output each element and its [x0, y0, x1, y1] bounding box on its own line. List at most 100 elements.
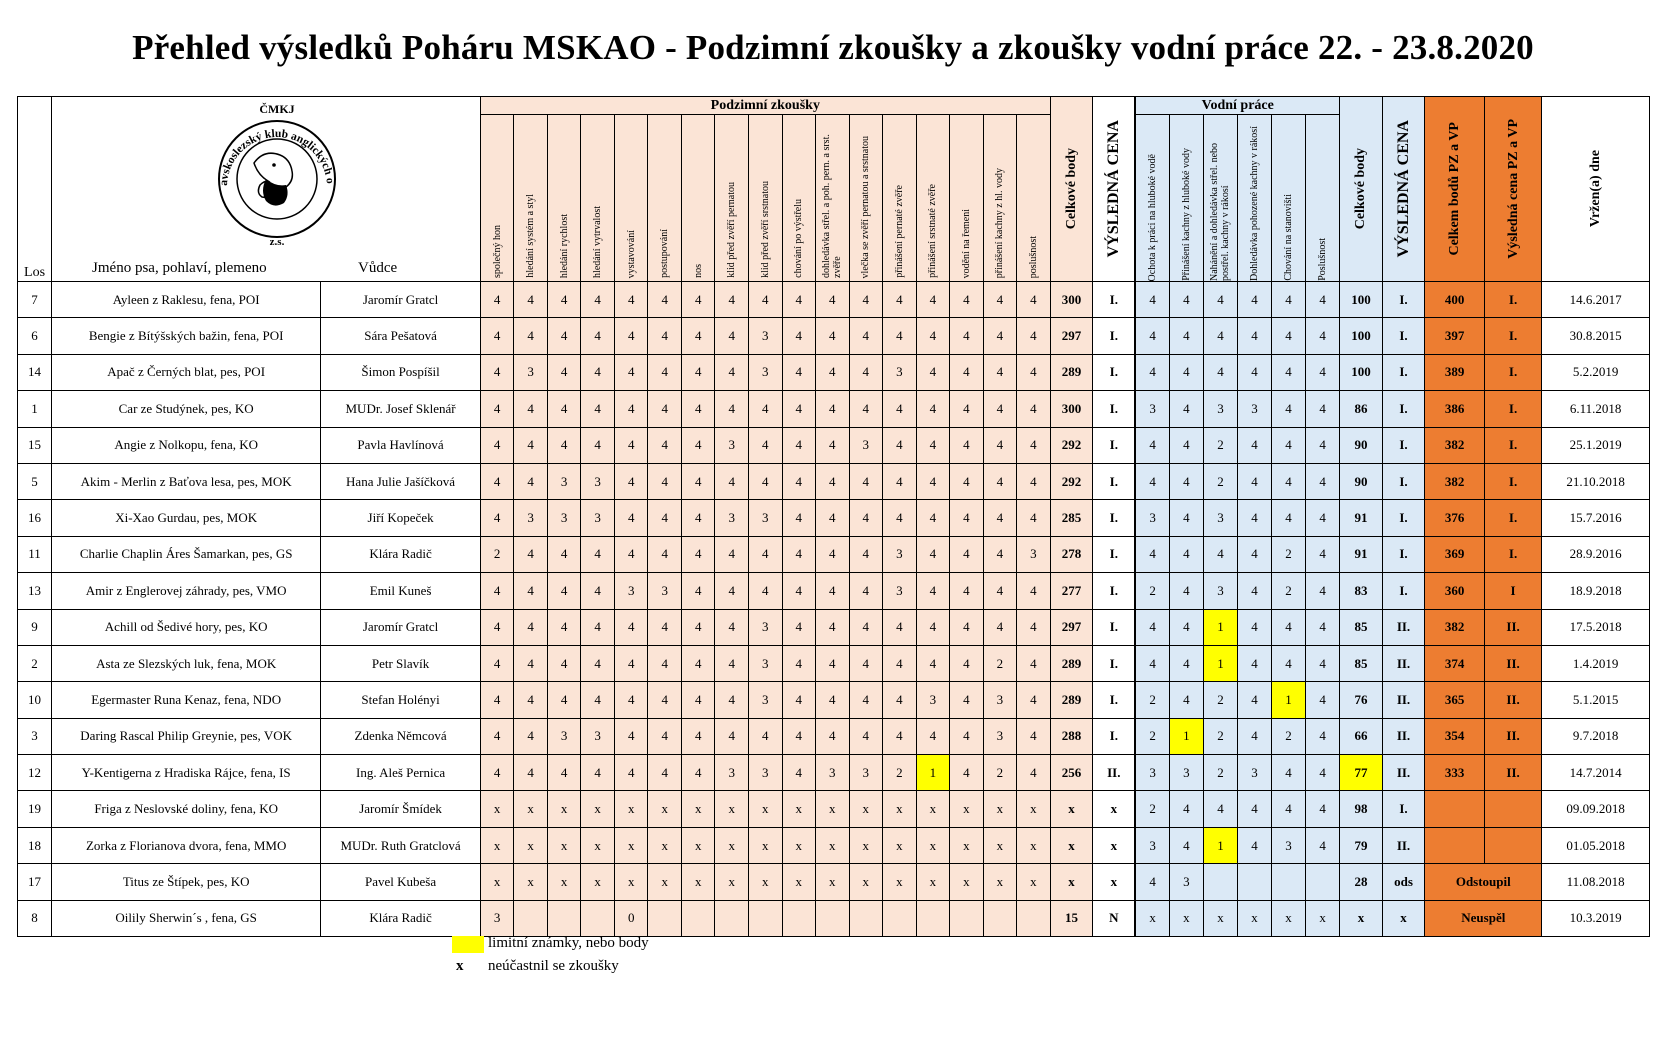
cell-pz-score: 4: [680, 462, 716, 501]
cell-pz-score: 3: [546, 717, 582, 756]
cell-pz-score: 4: [546, 572, 582, 610]
cell-vp-score: 4: [1305, 717, 1341, 756]
cell-vp-total: 28: [1339, 863, 1383, 901]
cell-pz-score: 4: [580, 754, 615, 792]
cell-pz-score: 4: [546, 535, 582, 574]
table-row: 10 Egermaster Runa Kenaz, fena, NDO Stefan…: [16, 681, 1650, 719]
cell-pz-score: x: [680, 790, 716, 828]
cell-los: 6: [16, 317, 53, 355]
cell-pz-score: x: [882, 826, 917, 865]
cell-pz-score: 3: [1016, 535, 1051, 574]
cell-vp-score: 4: [1168, 462, 1204, 501]
cell-pz-score: 3: [848, 754, 884, 792]
cell-pz-score: 3: [882, 535, 917, 574]
cell-sum: 382: [1424, 462, 1485, 501]
cell-pz-cena: x: [1092, 826, 1136, 865]
table-row: 2 Asta ze Slezských luk, fena, MOK Petr Sl…: [16, 644, 1650, 683]
header-vp-total: Celkové body: [1339, 96, 1383, 282]
cell-pz-score: 4: [781, 608, 817, 646]
cell-vp-score: 4: [1236, 572, 1273, 610]
cell-pz-score: 4: [647, 317, 682, 355]
cell-date: 11.08.2018: [1541, 863, 1650, 901]
cell-pz-score: x: [479, 863, 515, 901]
cell-pz-score: 4: [714, 572, 749, 610]
cell-pz-score: [915, 899, 951, 938]
cell-pz-score: 4: [479, 426, 515, 464]
cell-pz-score: 4: [513, 426, 548, 464]
cell-los: 9: [16, 608, 53, 646]
cell-vp-score: 4: [1271, 317, 1307, 355]
cell-pz-score: 3: [714, 426, 749, 464]
cell-pz-total: 292: [1049, 462, 1094, 501]
cell-sum: 374: [1424, 644, 1485, 683]
cell-vp-score: 2: [1202, 717, 1238, 756]
cell-vp-score: 4: [1134, 317, 1170, 355]
cell-pz-score: 4: [781, 681, 817, 719]
header-vp-group: Vodní práce: [1134, 95, 1341, 116]
cell-vp-score: 4: [1305, 644, 1341, 683]
cell-handler: Pavla Havlínová: [320, 426, 481, 464]
cell-pz-score: 4: [680, 317, 716, 355]
cell-pz-score: x: [647, 826, 682, 865]
cell-pz-cena: I.: [1092, 717, 1136, 756]
cell-sum-cena: [1483, 826, 1543, 865]
cell-vp-score: 4: [1271, 390, 1307, 428]
cell-vp-score: 4: [1305, 280, 1341, 319]
cell-pz-total: 285: [1049, 499, 1094, 537]
cell-pz-cena: I.: [1092, 681, 1136, 719]
cell-sum: 333: [1424, 754, 1485, 792]
cell-pz-total: 288: [1049, 717, 1094, 756]
cell-handler: Klára Radič: [320, 535, 481, 574]
cell-pz-score: 4: [1016, 754, 1051, 792]
cell-vp-total: 91: [1339, 535, 1383, 574]
header-row-groups: Los Moravskoslezský klub anglických ohař…: [16, 95, 1650, 282]
cell-vp-score: 4: [1305, 681, 1341, 719]
table-row: 13 Amir z Englerovej záhrady, pes, VMO Emi…: [16, 572, 1650, 610]
cell-vp-score: 4: [1168, 790, 1204, 828]
cell-pz-score: 4: [982, 572, 1018, 610]
cell-pz-score: 4: [580, 572, 615, 610]
cell-pz-score: 4: [714, 353, 749, 392]
cell-pz-cena: I.: [1092, 644, 1136, 683]
cell-vp-score: x: [1305, 899, 1341, 938]
header-pz-col-label: přinášení pernaté zvěře: [893, 185, 905, 278]
cell-pz-score: 4: [848, 353, 884, 392]
cell-dog-name: Ayleen z Raklesu, fena, POI: [51, 280, 322, 319]
cell-pz-total: 278: [1049, 535, 1094, 574]
cell-handler: Zdenka Němcová: [320, 717, 481, 756]
cell-vp-score: 4: [1134, 280, 1170, 319]
cell-dog-name: Xi-Xao Gurdau, pes, MOK: [51, 499, 322, 537]
cell-vp-score: 4: [1202, 353, 1238, 392]
cell-vp-score: 4: [1202, 535, 1238, 574]
cell-pz-score: 0: [613, 899, 649, 938]
cell-date: 14.7.2014: [1541, 754, 1650, 792]
cell-sum-cena: II.: [1483, 754, 1543, 792]
cell-pz-score: 4: [513, 317, 548, 355]
cell-date: 01.05.2018: [1541, 826, 1650, 865]
cell-pz-score: 4: [915, 644, 951, 683]
header-vp-col: Přinášení kachny z hluboké vody: [1168, 114, 1204, 282]
cell-pz-score: [982, 899, 1018, 938]
cell-pz-score: 4: [781, 462, 817, 501]
cell-pz-score: 4: [546, 353, 582, 392]
cell-sum-cena: I.: [1483, 535, 1543, 574]
cell-sum: 397: [1424, 317, 1485, 355]
cell-pz-score: 4: [714, 535, 749, 574]
cell-pz-total: 300: [1049, 390, 1094, 428]
cell-pz-score: 4: [815, 681, 850, 719]
cell-pz-score: 4: [815, 644, 850, 683]
cell-pz-score: 3: [714, 754, 749, 792]
cell-los: 18: [16, 826, 53, 865]
cell-pz-score: x: [513, 826, 548, 865]
cell-vp-score: 4: [1305, 499, 1341, 537]
header-date: Vržen(a) dne: [1541, 96, 1650, 282]
cell-pz-score: x: [680, 863, 716, 901]
cell-vp-score: 4: [1202, 280, 1238, 319]
cell-vp-score: 3: [1134, 754, 1170, 792]
cell-pz-score: 4: [680, 572, 716, 610]
cell-pz-score: 4: [647, 681, 682, 719]
cell-vp-score: x: [1236, 899, 1273, 938]
cell-handler: Ing. Aleš Pernica: [320, 754, 481, 792]
cell-vp-score: 4: [1271, 754, 1307, 792]
cell-date: 6.11.2018: [1541, 390, 1650, 428]
